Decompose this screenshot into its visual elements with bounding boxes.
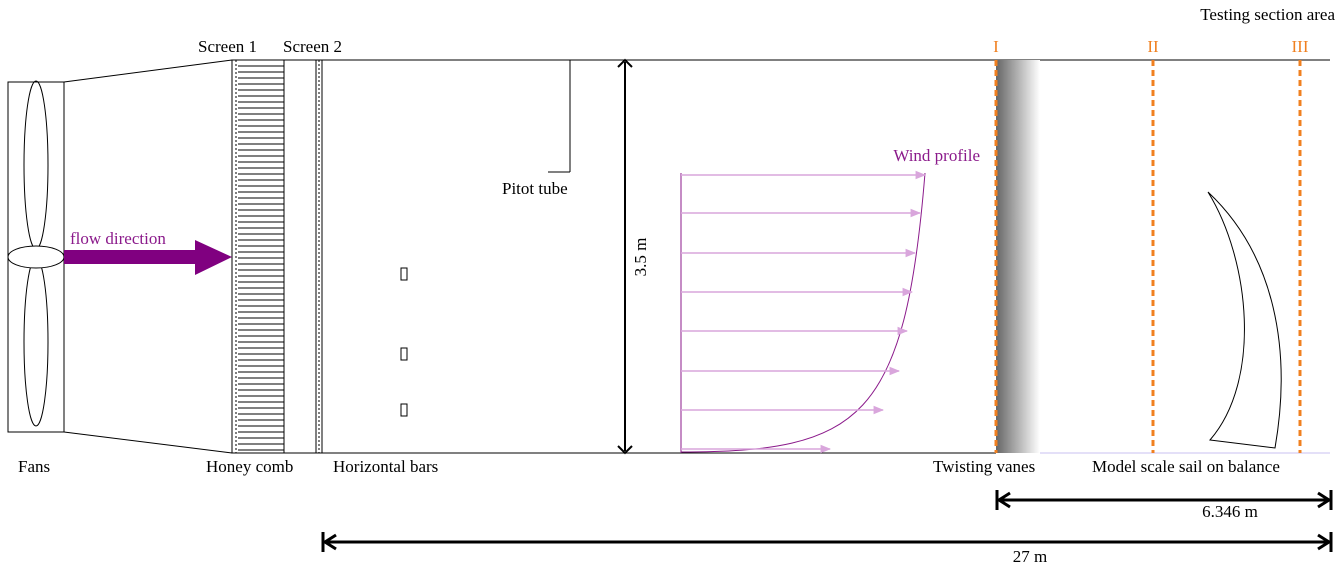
- label: Wind profile: [893, 146, 980, 165]
- label: flow direction: [70, 229, 166, 248]
- label: 6.346 m: [1202, 502, 1258, 521]
- height-arrow: [617, 58, 633, 455]
- label: Fans: [18, 457, 50, 476]
- honeycomb-hatching: [238, 65, 284, 451]
- dimension-arrows: [321, 490, 1333, 552]
- label: Horizontal bars: [333, 457, 438, 476]
- wind-profile: [680, 170, 927, 454]
- label: 3.5 m: [631, 238, 650, 277]
- sail: [1207, 191, 1282, 449]
- flow-arrow: [64, 240, 232, 275]
- label: Pitot tube: [502, 179, 568, 198]
- section-lines: [994, 60, 1302, 453]
- label: Model scale sail on balance: [1092, 457, 1280, 476]
- title: Testing section area: [1200, 5, 1335, 24]
- label: Screen 2: [283, 37, 342, 56]
- tunnel-outline: [7, 59, 1330, 454]
- label: Screen 1: [198, 37, 257, 56]
- section-label: III: [1292, 37, 1309, 56]
- twisting-vanes: [996, 60, 1040, 453]
- label: 27 m: [1013, 547, 1047, 566]
- section-label: I: [993, 37, 999, 56]
- section-label: II: [1147, 37, 1159, 56]
- label: Twisting vanes: [933, 457, 1035, 476]
- label: Honey comb: [206, 457, 293, 476]
